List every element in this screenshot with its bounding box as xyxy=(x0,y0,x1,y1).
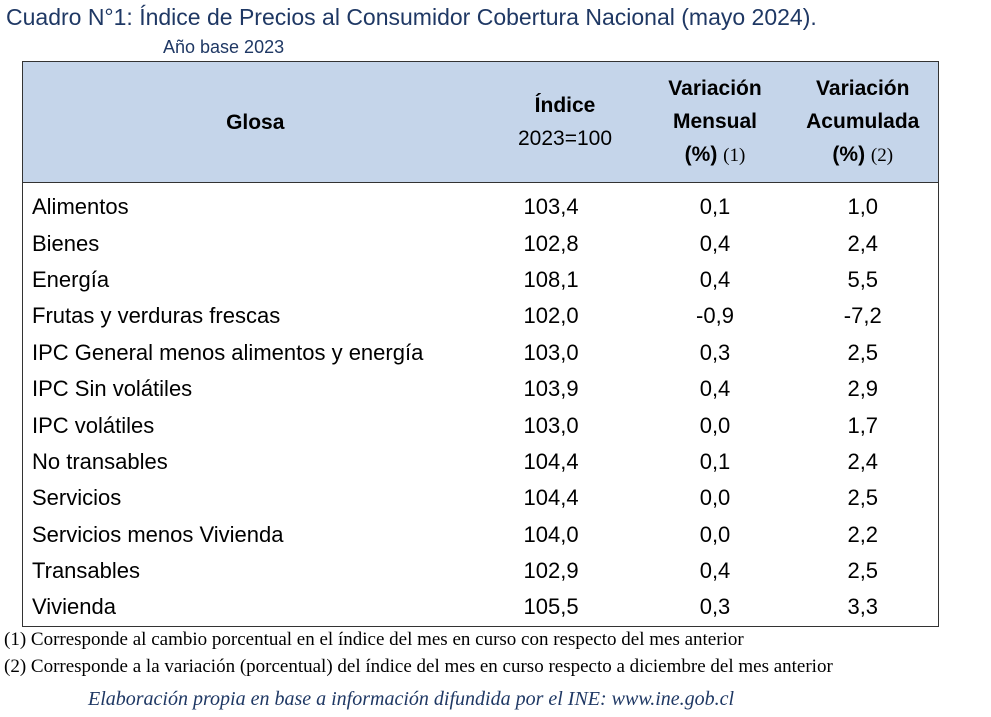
table-row: IPC volátiles 103,0 0,0 1,7 xyxy=(22,407,939,444)
cell-variacion-mensual: 0,0 xyxy=(699,485,731,511)
cell-indice: 102,9 xyxy=(523,558,579,584)
cell-glosa: IPC General menos alimentos y energía xyxy=(22,334,488,371)
cell-indice: 104,4 xyxy=(523,448,579,474)
cell-variacion-acumulada: -7,2 xyxy=(787,298,939,335)
header-acumulada-note: (2) xyxy=(870,145,894,166)
cell-variacion-acumulada: 1,7 xyxy=(787,407,939,444)
header-variacion-mensual: Variación Mensual (%) (1) xyxy=(642,61,788,183)
cell-variacion-mensual: 0,4 xyxy=(699,266,731,292)
table-row: IPC Sin volátiles 103,9 0,4 2,9 xyxy=(22,370,939,408)
footnote-1: (1) Corresponde al cambio porcentual en … xyxy=(4,629,744,650)
table-row: Alimentos 103,4 0,1 1,0 xyxy=(22,182,939,226)
cell-indice: 103,4 xyxy=(523,194,579,220)
table-row: Transables 102,9 0,4 2,5 xyxy=(22,552,939,590)
cell-glosa: No transables xyxy=(22,443,488,481)
cell-variacion-mensual: 0,1 xyxy=(699,448,731,474)
cell-glosa: Servicios menos Vivienda xyxy=(22,516,488,553)
ipc-table: Glosa Índice 2023=100 Variación Mensual … xyxy=(22,61,939,627)
cell-indice: 102,0 xyxy=(523,303,579,329)
cell-glosa: Bienes xyxy=(22,225,488,262)
cell-variacion-mensual: 0,0 xyxy=(699,521,731,547)
cell-variacion-mensual: 0,4 xyxy=(699,376,731,402)
cell-variacion-mensual: 0,3 xyxy=(642,589,788,627)
cell-glosa: Energía xyxy=(22,261,488,299)
header-indice: Índice 2023=100 xyxy=(487,61,643,183)
cell-glosa: Servicios xyxy=(22,480,488,517)
table-row: Frutas y verduras frescas 102,0 -0,9 -7,2 xyxy=(22,298,939,335)
cell-glosa: IPC Sin volátiles xyxy=(22,370,488,408)
cell-variacion-acumulada: 2,4 xyxy=(787,225,939,262)
cell-variacion-acumulada: 2,5 xyxy=(787,334,939,371)
cell-indice: 105,5 xyxy=(487,589,643,627)
table-row: Servicios 104,4 0,0 2,5 xyxy=(22,480,939,517)
cell-indice: 103,9 xyxy=(523,376,579,402)
table-row: IPC General menos alimentos y energía 103… xyxy=(22,334,939,371)
cell-variacion-mensual: 0,4 xyxy=(699,230,731,256)
footnote-2: (2) Corresponde a la variación (porcentu… xyxy=(4,656,833,677)
table-header-row: Glosa Índice 2023=100 Variación Mensual … xyxy=(22,61,939,183)
page-title: Cuadro N°1: Índice de Precios al Consumi… xyxy=(6,4,817,30)
cell-indice: 103,0 xyxy=(523,412,579,438)
cell-glosa: Transables xyxy=(22,552,488,590)
cell-indice: 104,4 xyxy=(523,485,579,511)
cell-glosa: Frutas y verduras frescas xyxy=(22,298,488,335)
cell-indice: 104,0 xyxy=(523,521,579,547)
cell-glosa: Alimentos xyxy=(22,182,488,226)
cell-indice: 102,8 xyxy=(523,230,579,256)
cell-variacion-acumulada: 2,5 xyxy=(787,552,939,590)
page-subtitle: Año base 2023 xyxy=(163,37,285,57)
table-row: No transables 104,4 0,1 2,4 xyxy=(22,443,939,481)
cell-variacion-acumulada: 2,2 xyxy=(787,516,939,553)
table-row: Vivienda 105,5 0,3 3,3 xyxy=(22,589,939,627)
table-row: Servicios menos Vivienda 104,0 0,0 2,2 xyxy=(22,516,939,553)
cell-indice: 108,1 xyxy=(523,266,579,292)
table-row: Bienes 102,8 0,4 2,4 xyxy=(22,225,939,262)
cell-variacion-mensual: 0,0 xyxy=(699,412,731,438)
cell-variacion-acumulada: 5,5 xyxy=(787,261,939,299)
header-mensual-note: (1) xyxy=(723,145,746,166)
header-variacion-acumulada: Variación Acumulada (%) (2) xyxy=(787,61,939,183)
cell-variacion-mensual: -0,9 xyxy=(696,303,734,329)
header-glosa: Glosa xyxy=(22,61,488,183)
cell-variacion-acumulada: 2,5 xyxy=(787,480,939,517)
cell-variacion-acumulada: 1,0 xyxy=(787,182,939,226)
cell-variacion-mensual: 0,4 xyxy=(699,558,731,584)
cell-variacion-mensual: 0,1 xyxy=(699,194,731,220)
cell-glosa: Vivienda xyxy=(22,589,488,627)
cell-variacion-acumulada: 2,4 xyxy=(787,443,939,481)
cell-variacion-acumulada: 2,9 xyxy=(787,370,939,408)
table-row: Energía 108,1 0,4 5,5 xyxy=(22,261,939,299)
cell-glosa: IPC volátiles xyxy=(22,407,488,444)
cell-variacion-mensual: 0,3 xyxy=(699,339,731,365)
source-note: Elaboración propia en base a información… xyxy=(88,688,735,710)
cell-variacion-acumulada: 3,3 xyxy=(787,589,939,627)
cell-indice: 103,0 xyxy=(523,339,579,365)
